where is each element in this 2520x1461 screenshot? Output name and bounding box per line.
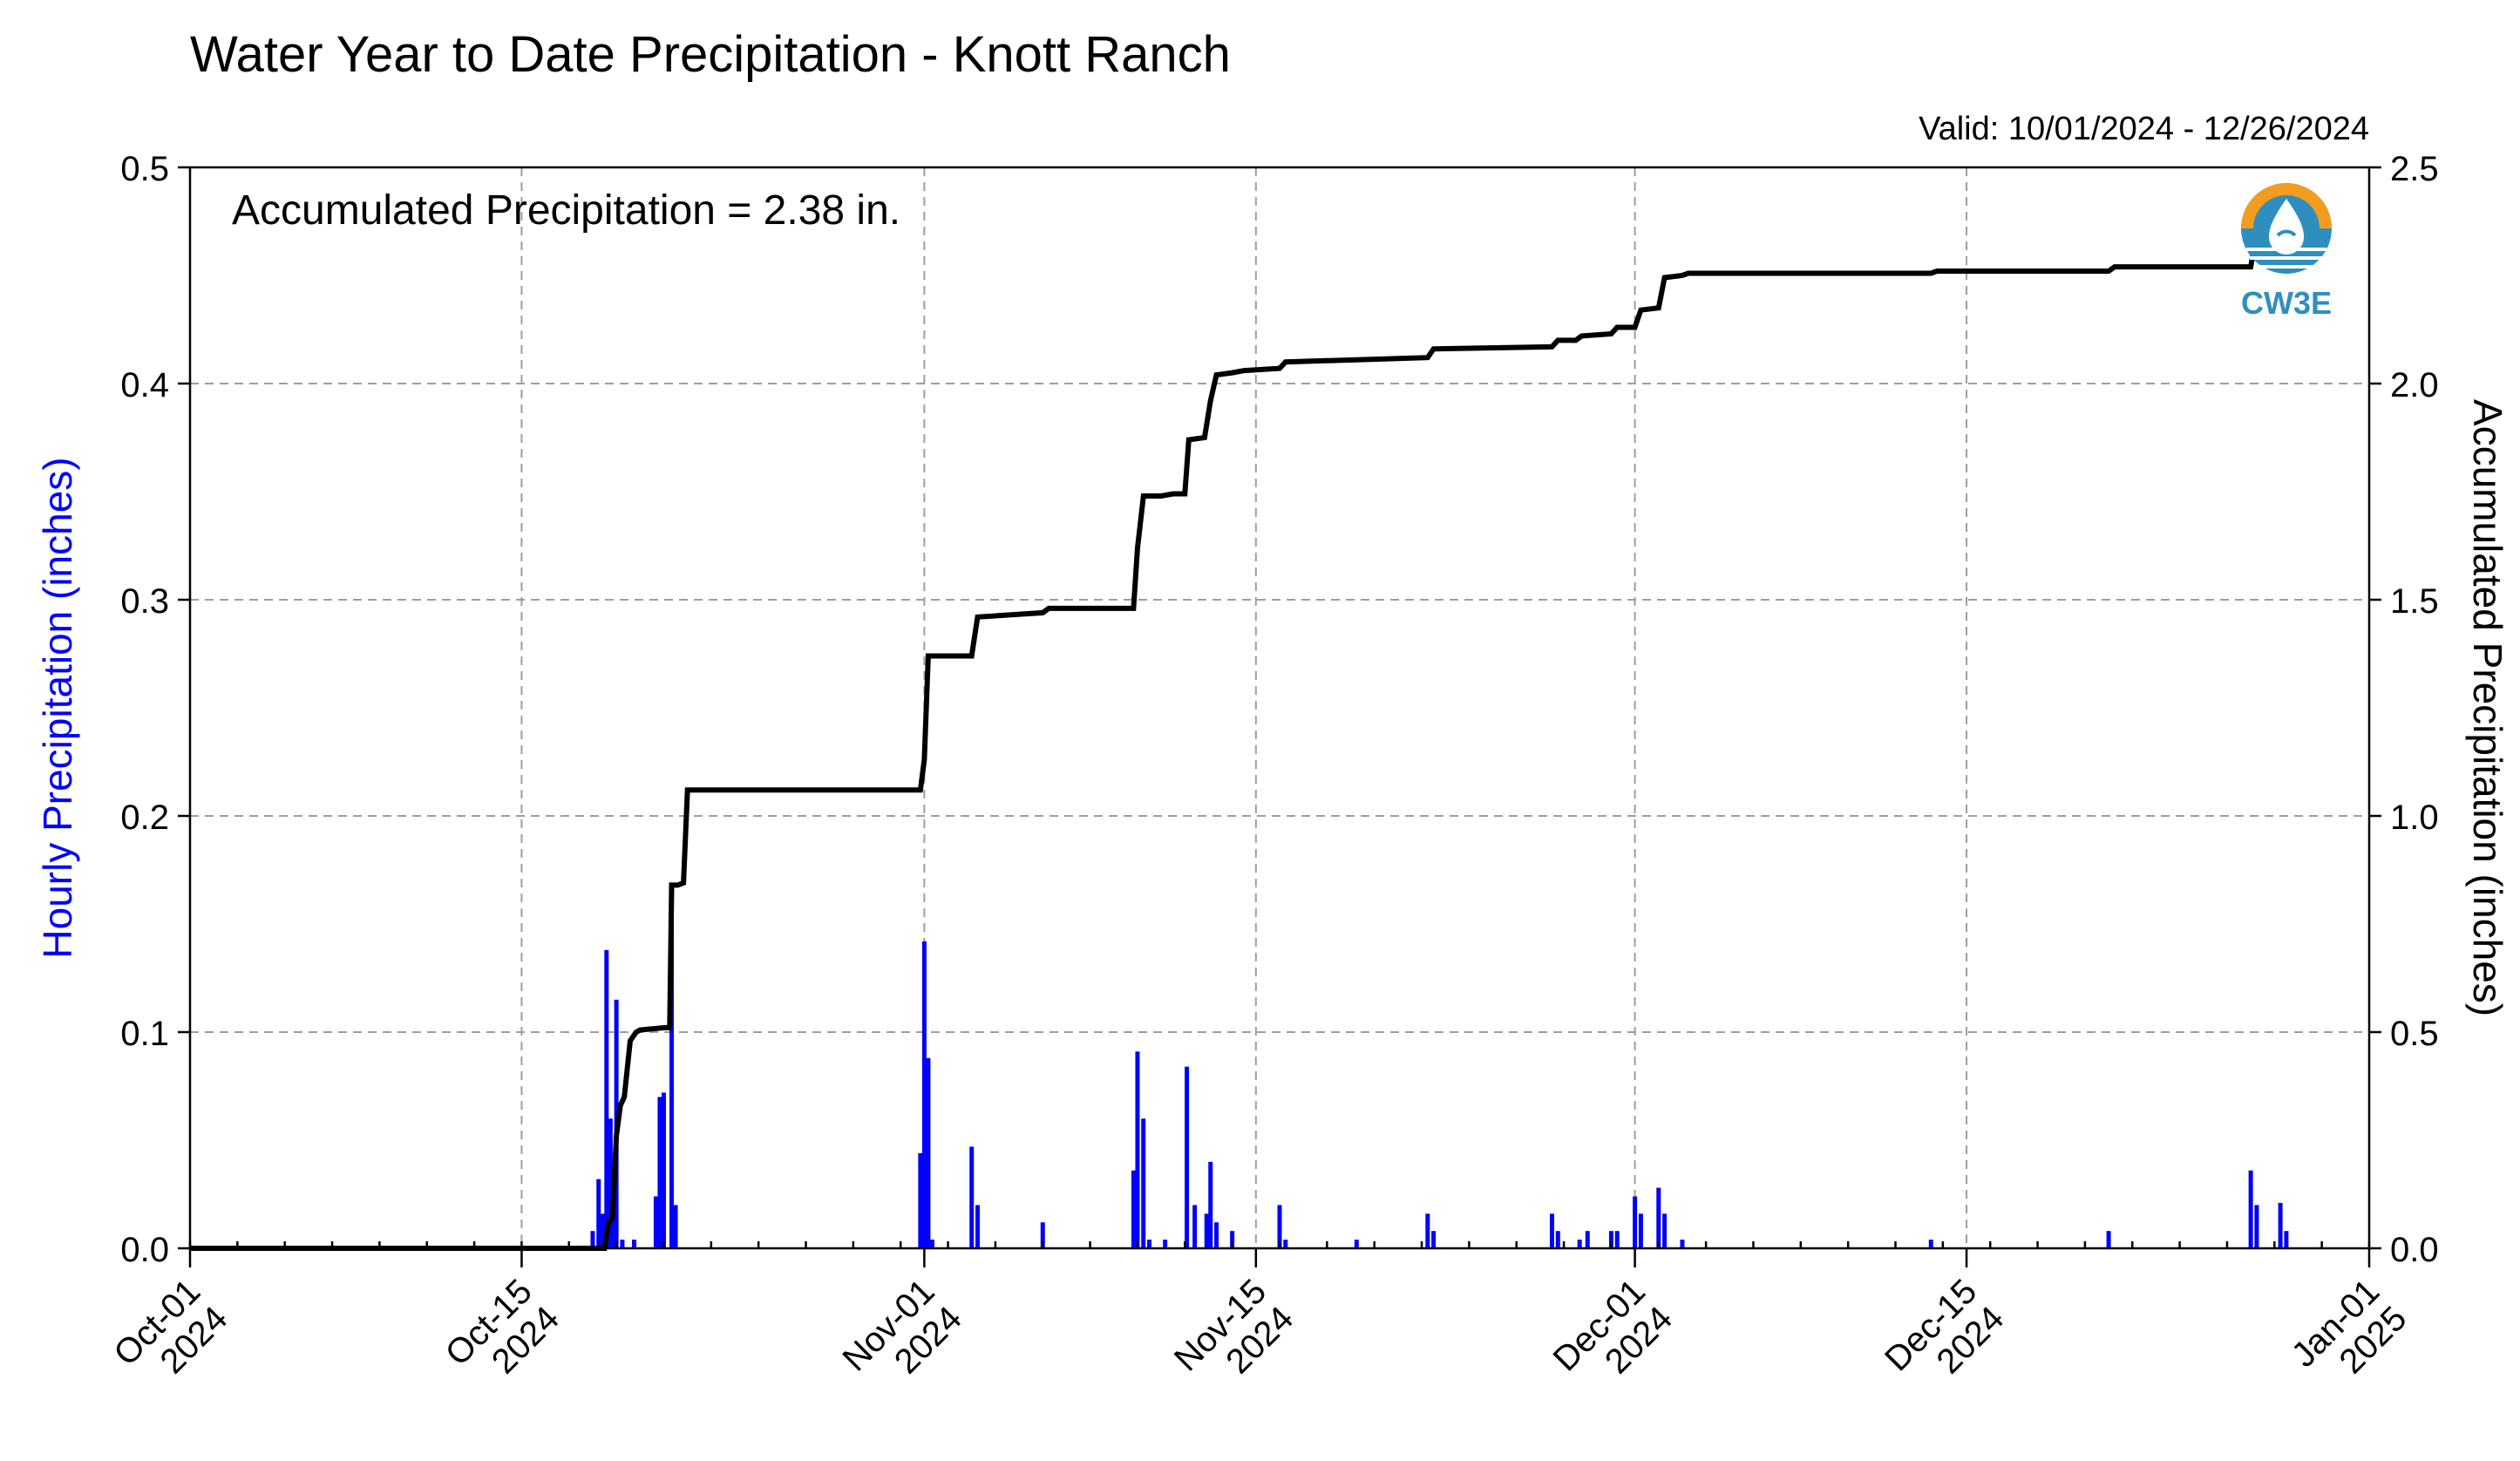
hourly-bar: [1680, 1240, 1685, 1248]
hourly-bar: [926, 1057, 931, 1248]
hourly-bar: [620, 1240, 625, 1248]
hourly-bar: [918, 1152, 923, 1248]
hourly-bar: [969, 1146, 975, 1248]
left-y-tick-label: 0.5: [120, 150, 169, 188]
hourly-bar: [921, 941, 927, 1248]
hourly-bar: [1633, 1196, 1638, 1248]
left-axis-label: Hourly Precipitation (inches): [35, 457, 80, 958]
hourly-bar: [2284, 1231, 2289, 1248]
valid-date-range: Valid: 10/01/2024 - 12/26/2024: [1919, 111, 2369, 147]
hourly-bar: [1608, 1231, 1613, 1248]
hourly-bar: [1550, 1213, 1554, 1248]
hourly-bar: [1147, 1240, 1152, 1248]
logo-sun-arc: [2241, 183, 2332, 228]
right-axis-label: Accumulated Precipitation (inches): [2465, 399, 2510, 1016]
hourly-bar: [1283, 1240, 1288, 1248]
hourly-bar: [1638, 1213, 1643, 1248]
logo-text: CW3E: [2241, 285, 2332, 321]
axes: 0.0 0.1 0.2 0.3 0.4 0.5 0.0 0.5 1.0 1.5 2.0 2.5 Oct-…: [106, 150, 2439, 1381]
hourly-bar: [1163, 1240, 1168, 1248]
hourly-bar: [1656, 1187, 1661, 1248]
hourly-bar: [1431, 1231, 1437, 1248]
hourly-bar: [604, 949, 609, 1248]
hourly-bar: [2106, 1231, 2111, 1248]
accumulated-total-annotation: Accumulated Precipitation = 2.38 in.: [232, 187, 900, 234]
hourly-bar: [1141, 1118, 1146, 1248]
hourly-bar: [1192, 1205, 1198, 1248]
left-y-tick-label: 0.4: [120, 366, 169, 404]
hourly-bar: [1614, 1231, 1620, 1248]
left-y-tick-label: 0.3: [120, 582, 169, 621]
hourly-bar: [1277, 1205, 1282, 1248]
hourly-bar: [1928, 1240, 1933, 1248]
logo-water-stripes: [2246, 248, 2326, 268]
hourly-bar: [1585, 1231, 1590, 1248]
hourly-bar: [1135, 1051, 1140, 1248]
left-y-tick-label: 0.0: [120, 1231, 169, 1269]
hourly-bar: [608, 1118, 613, 1248]
left-y-tick-label: 0.1: [120, 1015, 169, 1053]
hourly-bar: [673, 1205, 678, 1248]
hourly-precipitation-bars: [590, 885, 2289, 1248]
hourly-bar: [1555, 1231, 1560, 1248]
hourly-bar: [1208, 1161, 1213, 1248]
hourly-bar: [1214, 1222, 1219, 1248]
hourly-bar: [2248, 1170, 2253, 1248]
hourly-bar: [1040, 1222, 1045, 1248]
hourly-bar: [632, 1240, 637, 1248]
logo-drop-icon: [2269, 199, 2304, 255]
logo-wave-icon: [2276, 229, 2297, 237]
hourly-bar: [1425, 1213, 1430, 1248]
hourly-bar: [2278, 1202, 2283, 1248]
hourly-bar: [661, 1092, 666, 1248]
hourly-bar: [1204, 1213, 1209, 1248]
hourly-bar: [975, 1205, 981, 1248]
left-y-tick-label: 0.2: [120, 798, 169, 837]
hourly-bar: [929, 1240, 934, 1248]
accumulated-precipitation-line: [190, 218, 2289, 1251]
hourly-bar: [653, 1196, 658, 1248]
hourly-bar: [669, 885, 675, 1248]
hourly-bar: [590, 1231, 595, 1248]
hourly-bar: [1185, 1066, 1190, 1248]
right-y-tick-label: 1.0: [2390, 798, 2439, 837]
right-y-tick-label: 0.0: [2390, 1231, 2439, 1269]
hourly-bar: [1662, 1213, 1668, 1248]
right-y-tick-label: 2.5: [2390, 150, 2439, 188]
hourly-bar: [1131, 1170, 1136, 1248]
grid-lines: [190, 167, 2369, 1248]
hourly-bar: [1354, 1240, 1359, 1248]
right-y-tick-label: 1.5: [2390, 582, 2439, 621]
cw3e-logo: CW3E: [2241, 183, 2332, 321]
right-y-tick-label: 2.0: [2390, 366, 2439, 404]
hourly-bar: [600, 1213, 605, 1248]
hourly-bar: [596, 1179, 601, 1248]
right-y-tick-label: 0.5: [2390, 1015, 2439, 1053]
hourly-bar: [1577, 1240, 1582, 1248]
plot-frame: [188, 166, 2371, 1250]
hourly-bar: [657, 1097, 662, 1248]
hourly-bar: [1230, 1231, 1235, 1248]
hourly-bar: [2254, 1205, 2259, 1248]
chart-title: Water Year to Date Precipitation - Knott…: [190, 26, 1231, 83]
